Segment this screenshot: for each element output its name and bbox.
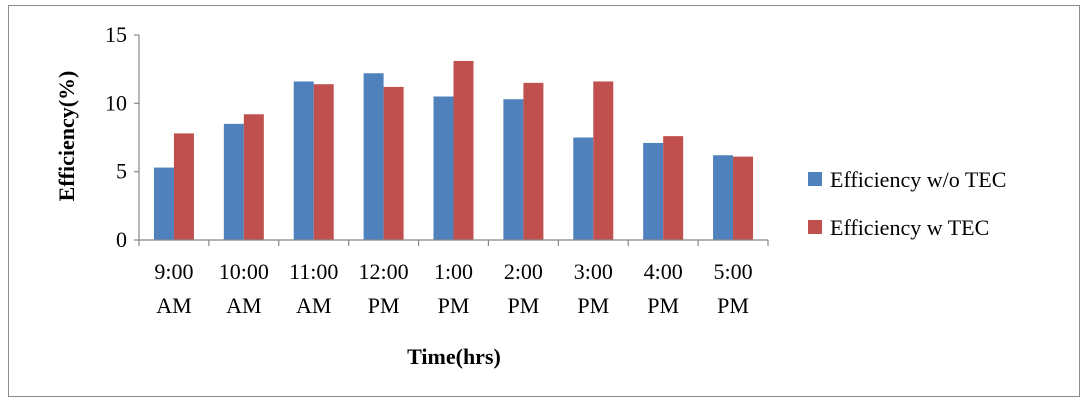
bar-with-tec-1 bbox=[173, 133, 194, 240]
bar-without-tec-6 bbox=[503, 99, 524, 240]
bar-with-tec-3 bbox=[313, 84, 334, 240]
bar-with-tec-5 bbox=[453, 60, 474, 240]
bar-without-tec-1 bbox=[153, 167, 174, 240]
x-tick-label-9-line-1: 5:00 bbox=[713, 259, 752, 284]
legend-label-1: Efficiency w/o TEC bbox=[830, 167, 1006, 192]
x-tick-label-1-line-2: AM bbox=[156, 293, 191, 318]
x-axis-title: Time(hrs) bbox=[407, 344, 501, 369]
x-tick-label-6-line-1: 2:00 bbox=[504, 259, 543, 284]
legend-label-2: Efficiency w TEC bbox=[830, 215, 989, 240]
bar-without-tec-9 bbox=[713, 155, 734, 240]
bars-group bbox=[153, 60, 754, 241]
x-tick-label-2-line-2: AM bbox=[226, 293, 261, 318]
bar-without-tec-3 bbox=[293, 81, 314, 240]
x-tick-label-1-line-1: 9:00 bbox=[154, 259, 193, 284]
x-tick-label-3-line-2: AM bbox=[296, 293, 331, 318]
x-tick-label-5-line-2: PM bbox=[438, 293, 470, 318]
y-tick-label-10: 10 bbox=[105, 90, 127, 115]
x-tick-label-5-line-1: 1:00 bbox=[434, 259, 473, 284]
bar-without-tec-2 bbox=[223, 123, 244, 240]
bar-with-tec-7 bbox=[593, 81, 614, 240]
bar-with-tec-8 bbox=[663, 136, 684, 240]
legend-swatch-1 bbox=[808, 172, 822, 186]
x-tick-label-8-line-1: 4:00 bbox=[644, 259, 683, 284]
x-tick-label-6-line-2: PM bbox=[507, 293, 539, 318]
axes-group bbox=[134, 34, 769, 246]
bar-without-tec-8 bbox=[643, 142, 664, 240]
x-tick-label-9-line-2: PM bbox=[717, 293, 749, 318]
x-tick-label-2-line-1: 10:00 bbox=[219, 259, 269, 284]
x-tick-label-7-line-2: PM bbox=[577, 293, 609, 318]
y-axis-title: Efficiency(%) bbox=[54, 71, 79, 202]
bar-without-tec-4 bbox=[363, 73, 384, 241]
x-tick-label-8-line-2: PM bbox=[647, 293, 679, 318]
bar-with-tec-6 bbox=[523, 82, 544, 240]
bar-with-tec-2 bbox=[243, 114, 264, 240]
bar-with-tec-9 bbox=[733, 156, 754, 240]
x-tick-label-3-line-1: 11:00 bbox=[289, 259, 338, 284]
y-tick-label-15: 15 bbox=[105, 22, 127, 47]
y-tick-label-5: 5 bbox=[116, 159, 127, 184]
y-tick-label-0: 0 bbox=[116, 227, 127, 252]
ticks-group: 0 5 10 15 9:00 AM 10:00 AM 11:00 AM 12:00 PM 1:00 PM 2… bbox=[105, 22, 753, 318]
x-tick-label-7-line-1: 3:00 bbox=[574, 259, 613, 284]
legend-swatch-2 bbox=[808, 220, 822, 234]
bar-with-tec-4 bbox=[383, 86, 404, 240]
legend: Efficiency w/o TEC Efficiency w TEC bbox=[808, 167, 1006, 240]
bar-without-tec-7 bbox=[573, 137, 594, 240]
x-tick-label-4-line-1: 12:00 bbox=[359, 259, 409, 284]
bar-without-tec-5 bbox=[433, 96, 454, 240]
x-tick-label-4-line-2: PM bbox=[368, 293, 400, 318]
